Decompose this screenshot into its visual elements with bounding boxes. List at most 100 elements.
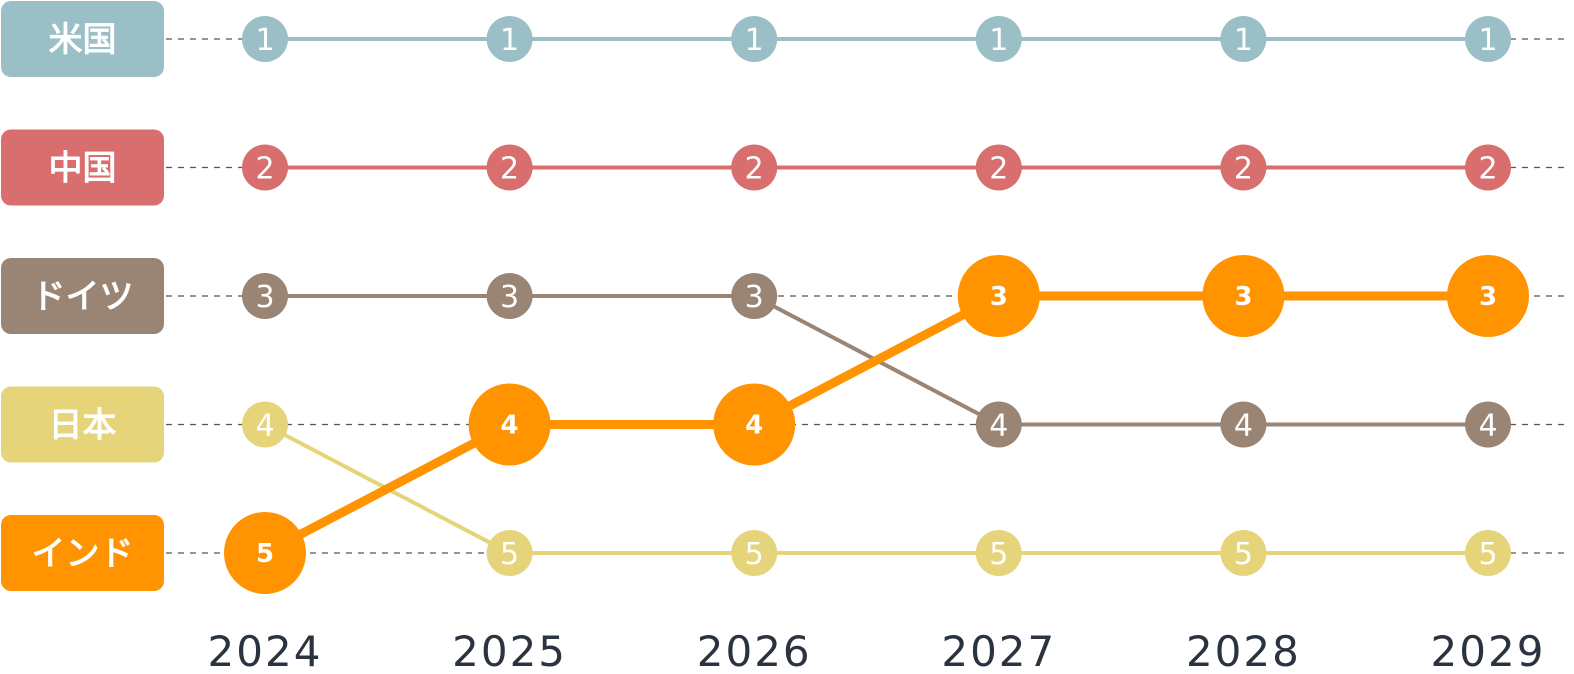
rank-marker: 4 bbox=[468, 383, 551, 466]
series-label-4: インド bbox=[1, 515, 164, 591]
rank-marker: 4 bbox=[713, 383, 796, 466]
rank-marker-circle bbox=[975, 16, 1022, 62]
rank-marker-circle bbox=[731, 144, 778, 191]
rank-marker-label: 2 bbox=[1234, 152, 1253, 187]
rank-marker-label: 2 bbox=[255, 152, 274, 187]
rank-marker-label: 3 bbox=[1479, 282, 1497, 312]
rank-marker-label: 1 bbox=[255, 23, 274, 58]
rank-marker-circle bbox=[975, 144, 1022, 191]
rank-marker: 1 bbox=[486, 16, 533, 62]
rank-marker: 5 bbox=[975, 530, 1022, 576]
rank-marker-circle bbox=[1465, 530, 1511, 576]
series-label-text: 米国 bbox=[49, 20, 117, 60]
rank-marker-label: 5 bbox=[1234, 537, 1253, 572]
rank-marker: 3 bbox=[957, 255, 1040, 337]
rank-marker-circle bbox=[1447, 255, 1529, 337]
rank-marker-label: 3 bbox=[1234, 282, 1252, 312]
rank-marker-circle bbox=[1465, 144, 1511, 191]
rank-marker-circle bbox=[486, 144, 533, 191]
rank-marker-circle bbox=[1220, 144, 1267, 191]
series-label-0: 米国 bbox=[1, 1, 164, 77]
rank-marker: 5 bbox=[1220, 530, 1267, 576]
series-label-box bbox=[1, 515, 164, 591]
rank-marker-label: 1 bbox=[500, 23, 519, 58]
rank-marker-circle bbox=[975, 401, 1022, 448]
rank-marker-label: 5 bbox=[1478, 537, 1497, 572]
rank-marker-circle bbox=[242, 273, 288, 319]
x-axis: 2024 2025 2026 2027 2028 2029 bbox=[208, 627, 1546, 674]
rank-marker-circle bbox=[1220, 530, 1267, 576]
rank-marker: 2 bbox=[242, 144, 288, 191]
rank-marker-label: 1 bbox=[745, 23, 764, 58]
rank-marker-label: 3 bbox=[990, 282, 1008, 312]
rank-marker-label: 5 bbox=[500, 537, 519, 572]
rank-marker-circle bbox=[957, 255, 1040, 337]
rank-marker-label: 3 bbox=[745, 280, 764, 315]
rank-marker-circle bbox=[713, 383, 796, 466]
rank-marker: 5 bbox=[731, 530, 778, 576]
x-tick-label: 2026 bbox=[697, 627, 812, 674]
rank-marker-label: 4 bbox=[989, 409, 1008, 444]
rank-marker-circle bbox=[1465, 401, 1511, 448]
rank-marker-layer: 1 1 1 1 1 1 2 2 2 2 2 2 3 3 3 4 4 4 4 5 5 5 5 5 5 4 4 3 3 3 bbox=[224, 16, 1529, 594]
rank-marker: 3 bbox=[731, 273, 778, 319]
rank-marker: 2 bbox=[975, 144, 1022, 191]
rank-marker-circle bbox=[468, 383, 551, 466]
rank-marker: 2 bbox=[1220, 144, 1267, 191]
rank-marker: 5 bbox=[224, 512, 306, 594]
rank-marker: 1 bbox=[1465, 16, 1511, 62]
series-label-text: 日本 bbox=[49, 406, 117, 446]
rank-marker-circle bbox=[1465, 16, 1511, 62]
rank-marker: 1 bbox=[1220, 16, 1267, 62]
rank-marker: 4 bbox=[1465, 401, 1511, 448]
rank-marker-circle bbox=[242, 144, 288, 191]
rank-marker: 5 bbox=[486, 530, 533, 576]
rank-marker: 3 bbox=[1202, 255, 1285, 337]
rank-marker-circle bbox=[1220, 16, 1267, 62]
rank-marker-circle bbox=[975, 530, 1022, 576]
rank-marker: 4 bbox=[1220, 401, 1267, 448]
series-label-box bbox=[1, 258, 164, 334]
rank-marker: 4 bbox=[242, 401, 288, 448]
rank-marker: 2 bbox=[486, 144, 533, 191]
rank-marker-circle bbox=[1202, 255, 1285, 337]
rank-marker-circle bbox=[486, 530, 533, 576]
rank-marker-circle bbox=[1220, 401, 1267, 448]
rank-marker-label: 5 bbox=[745, 537, 764, 572]
x-tick-label: 2027 bbox=[941, 627, 1056, 674]
series-label-3: 日本 bbox=[1, 386, 164, 463]
rank-marker-label: 1 bbox=[1234, 23, 1253, 58]
rank-marker-label: 4 bbox=[501, 411, 519, 441]
rank-marker-circle bbox=[224, 512, 306, 594]
series-label-2: ドイツ bbox=[1, 258, 164, 334]
rank-marker: 1 bbox=[242, 16, 288, 62]
rank-marker-circle bbox=[242, 16, 288, 62]
rank-marker-label: 1 bbox=[1478, 23, 1497, 58]
rank-marker-label: 2 bbox=[1478, 152, 1497, 187]
rank-marker-circle bbox=[731, 530, 778, 576]
x-tick-label: 2025 bbox=[452, 627, 567, 674]
x-tick-label: 2029 bbox=[1431, 627, 1546, 674]
rank-marker-label: 4 bbox=[255, 409, 274, 444]
series-label-box bbox=[1, 386, 164, 463]
series-label-text: ドイツ bbox=[32, 277, 134, 317]
rank-marker-label: 4 bbox=[1234, 409, 1253, 444]
series-label-1: 中国 bbox=[1, 129, 164, 206]
rank-marker: 1 bbox=[975, 16, 1022, 62]
rank-marker-label: 3 bbox=[500, 280, 519, 315]
series-label-box bbox=[1, 1, 164, 77]
rank-marker: 2 bbox=[731, 144, 778, 191]
rank-marker-circle bbox=[486, 273, 533, 319]
rank-marker-label: 1 bbox=[989, 23, 1008, 58]
rank-marker: 2 bbox=[1465, 144, 1511, 191]
rank-marker-label: 3 bbox=[255, 280, 274, 315]
series-label-text: 中国 bbox=[49, 149, 117, 189]
rank-marker: 3 bbox=[486, 273, 533, 319]
series-label-box bbox=[1, 129, 164, 206]
rank-marker: 1 bbox=[731, 16, 778, 62]
rank-marker-label: 5 bbox=[989, 537, 1008, 572]
rank-marker-circle bbox=[486, 16, 533, 62]
x-tick-label: 2028 bbox=[1186, 627, 1301, 674]
rank-marker-circle bbox=[242, 401, 288, 448]
